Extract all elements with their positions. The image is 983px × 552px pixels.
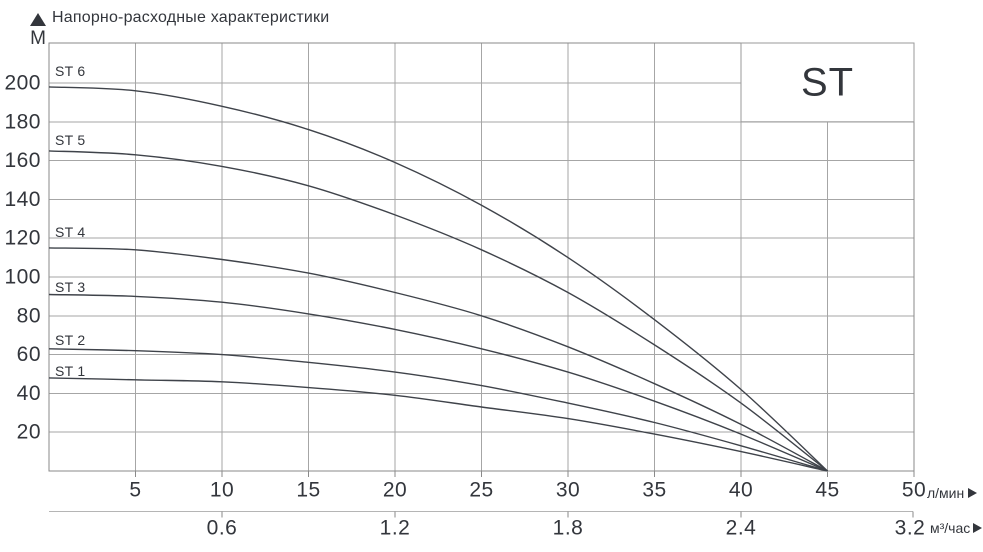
- x-tick-label-45: 45: [815, 479, 839, 502]
- x-tick-label-35: 35: [642, 479, 666, 502]
- y-tick-label-100: 100: [4, 266, 41, 289]
- x-tick-label-40: 40: [729, 479, 753, 502]
- series-family-box: ST: [740, 42, 915, 123]
- x-tick-label-50: 50: [902, 479, 926, 502]
- y-tick-label-80: 80: [17, 304, 41, 327]
- x-tick-label-10: 10: [210, 479, 234, 502]
- curve-st-3: [48, 293, 828, 472]
- y-tick-label-120: 120: [4, 227, 41, 250]
- y-tick-label-140: 140: [4, 188, 41, 211]
- y-tick-label-40: 40: [17, 382, 41, 405]
- curve-label-st-1: ST 1: [55, 363, 86, 379]
- x-axis-primary-arrow-icon: [968, 488, 977, 498]
- secondary-tick-label-0.6: 0.6: [207, 517, 238, 540]
- curve-st-5: [48, 150, 828, 472]
- curve-label-st-2: ST 2: [55, 332, 86, 348]
- x-axis-primary: 5 10 15 20 25 30 35 40 45 50 л/мин: [129, 471, 977, 502]
- y-axis-arrow-icon: [30, 13, 46, 26]
- curve-st-4: [48, 247, 828, 472]
- x-axis-secondary-arrow-icon: [973, 523, 982, 533]
- y-axis-unit-label: М: [30, 28, 46, 49]
- y-axis-tick-labels: 20 40 60 80 100 120 140 160 180 200: [4, 72, 41, 444]
- x-tick-label-30: 30: [556, 479, 580, 502]
- curve-label-st-3: ST 3: [55, 279, 86, 295]
- chart-title: Напорно-расходные характеристики: [52, 9, 330, 26]
- curve-st-6: [48, 86, 828, 472]
- series-family-label: ST: [801, 60, 854, 104]
- series-family-box-frame: [740, 42, 915, 123]
- x-tick-label-15: 15: [296, 479, 320, 502]
- y-tick-label-20: 20: [17, 421, 41, 444]
- curve-label-st-6: ST 6: [55, 63, 86, 79]
- curve-label-st-4: ST 4: [55, 224, 86, 240]
- y-tick-label-160: 160: [4, 149, 41, 172]
- pump-curves: [48, 86, 828, 472]
- secondary-tick-label-1.8: 1.8: [553, 517, 584, 540]
- curve-st-1: [48, 377, 828, 472]
- secondary-tick-label-2.4: 2.4: [726, 517, 757, 540]
- x-tick-label-25: 25: [469, 479, 493, 502]
- secondary-tick-label-3.2: 3.2: [895, 517, 926, 540]
- curve-label-st-5: ST 5: [55, 132, 86, 148]
- x-axis-secondary: 0.6 1.2 1.8 2.4 3.2 м³/час: [49, 510, 982, 540]
- x-axis-primary-unit-label: л/мин: [927, 485, 964, 501]
- x-axis-secondary-unit-label: м³/час: [930, 520, 970, 536]
- x-tick-label-20: 20: [383, 479, 407, 502]
- y-tick-label-200: 200: [4, 72, 41, 95]
- x-tick-label-5: 5: [129, 479, 141, 502]
- secondary-tick-label-1.2: 1.2: [380, 517, 411, 540]
- curve-st-2: [48, 348, 828, 472]
- y-tick-label-60: 60: [17, 343, 41, 366]
- curve-labels: ST 6 ST 5 ST 4 ST 3 ST 2 ST 1: [55, 63, 86, 379]
- y-tick-label-180: 180: [4, 110, 41, 133]
